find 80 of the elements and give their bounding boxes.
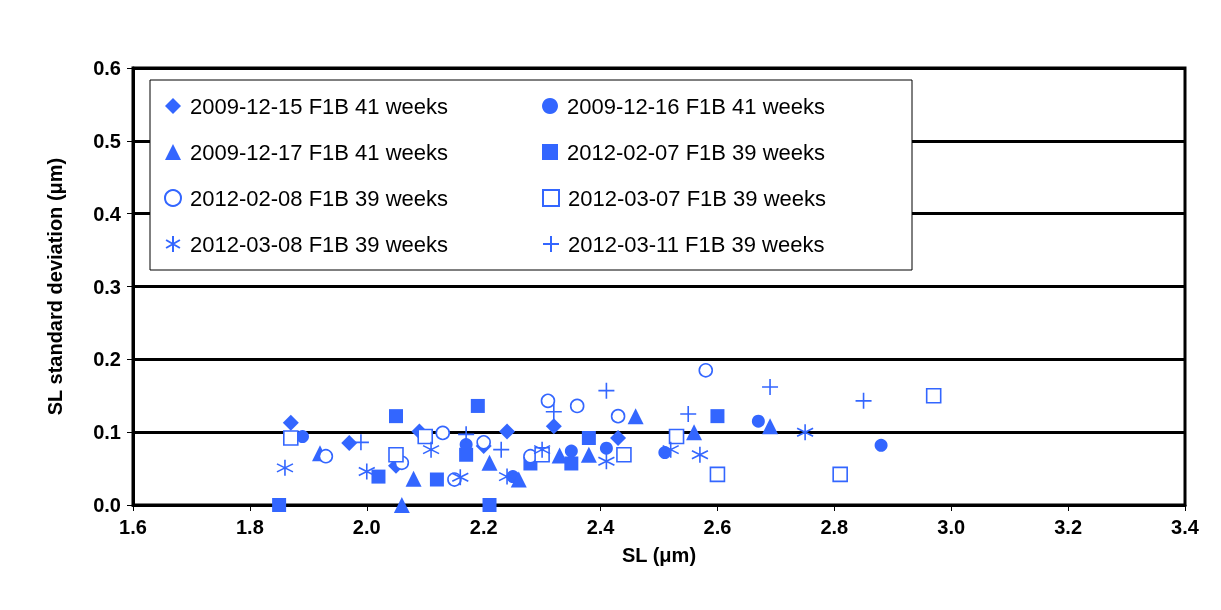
point [533, 440, 551, 459]
legend-label: 2009-12-15 F1B 41 weeks [190, 93, 449, 119]
y-axis-title: SL standard deviation (μm) [44, 157, 66, 416]
point [686, 424, 703, 441]
point [854, 392, 873, 410]
y-tick-label: 0.0 [93, 494, 121, 516]
point [476, 435, 491, 450]
y-tick-label: 0.3 [93, 275, 121, 298]
point [341, 435, 358, 452]
point [499, 423, 516, 440]
point [691, 445, 709, 464]
point [429, 472, 444, 487]
point [451, 468, 470, 487]
point [597, 452, 616, 471]
point [393, 497, 410, 513]
point [282, 414, 299, 431]
point [389, 409, 403, 424]
point [357, 462, 376, 481]
point [668, 428, 685, 445]
point [482, 498, 497, 512]
point [272, 498, 287, 512]
point [459, 447, 474, 462]
point [925, 387, 942, 404]
x-tick-label: 3.4 [1171, 516, 1200, 538]
x-axis-title: SL (μm) [621, 544, 697, 566]
point [751, 414, 765, 428]
point [564, 456, 579, 471]
legend-label: 2012-03-07 F1B 39 weeks [568, 185, 827, 211]
x-tick-label: 2.6 [703, 516, 732, 538]
x-tick-label: 3.2 [1054, 516, 1083, 538]
point [422, 440, 440, 459]
point [388, 446, 404, 463]
y-tick-label: 0.5 [93, 129, 121, 152]
legend-label: 2012-02-08 F1B 39 weeks [190, 185, 449, 211]
y-tick-label: 0.6 [93, 57, 121, 79]
legend-label: 2012-03-11 F1B 39 weeks [568, 231, 825, 257]
point [580, 446, 597, 463]
legend-label: 2012-02-07 F1B 39 weeks [567, 139, 826, 165]
point [581, 430, 596, 445]
y-tick-label: 0.4 [93, 202, 122, 225]
point [874, 438, 888, 452]
x-tick-label: 2.8 [820, 516, 849, 538]
point [492, 440, 510, 459]
point [597, 381, 616, 400]
point [627, 408, 644, 425]
y-tick-label: 0.2 [93, 348, 121, 371]
point [470, 398, 485, 413]
point [276, 459, 294, 477]
point [540, 393, 556, 409]
point [435, 425, 451, 441]
x-tick-label: 2.2 [469, 516, 498, 538]
x-tick-label: 1.6 [119, 516, 147, 538]
point [698, 362, 714, 378]
point [796, 423, 814, 441]
point [371, 469, 386, 484]
point [610, 408, 626, 424]
point [709, 466, 726, 483]
point [318, 448, 334, 464]
point [545, 418, 562, 435]
legend-label: 2009-12-17 F1B 41 weeks [190, 139, 449, 165]
legend-label: 2009-12-16 F1B 41 weeks [567, 93, 826, 119]
point [569, 398, 585, 414]
x-tick-label: 2.0 [352, 516, 381, 538]
point [762, 418, 779, 435]
point [616, 446, 632, 463]
point [510, 471, 527, 488]
point [481, 454, 498, 471]
x-tick-label: 3.0 [937, 516, 966, 538]
point [610, 429, 627, 446]
point [283, 430, 299, 446]
point [417, 428, 434, 445]
point [405, 470, 422, 487]
point [832, 466, 848, 483]
x-tick-label: 2.4 [586, 516, 616, 538]
y-tick-label: 0.1 [93, 421, 121, 444]
x-tick-label: 1.8 [235, 516, 264, 538]
point [661, 440, 680, 459]
point [710, 409, 725, 424]
legend-label: 2012-03-08 F1B 39 weeks [190, 231, 449, 257]
point [599, 441, 613, 455]
